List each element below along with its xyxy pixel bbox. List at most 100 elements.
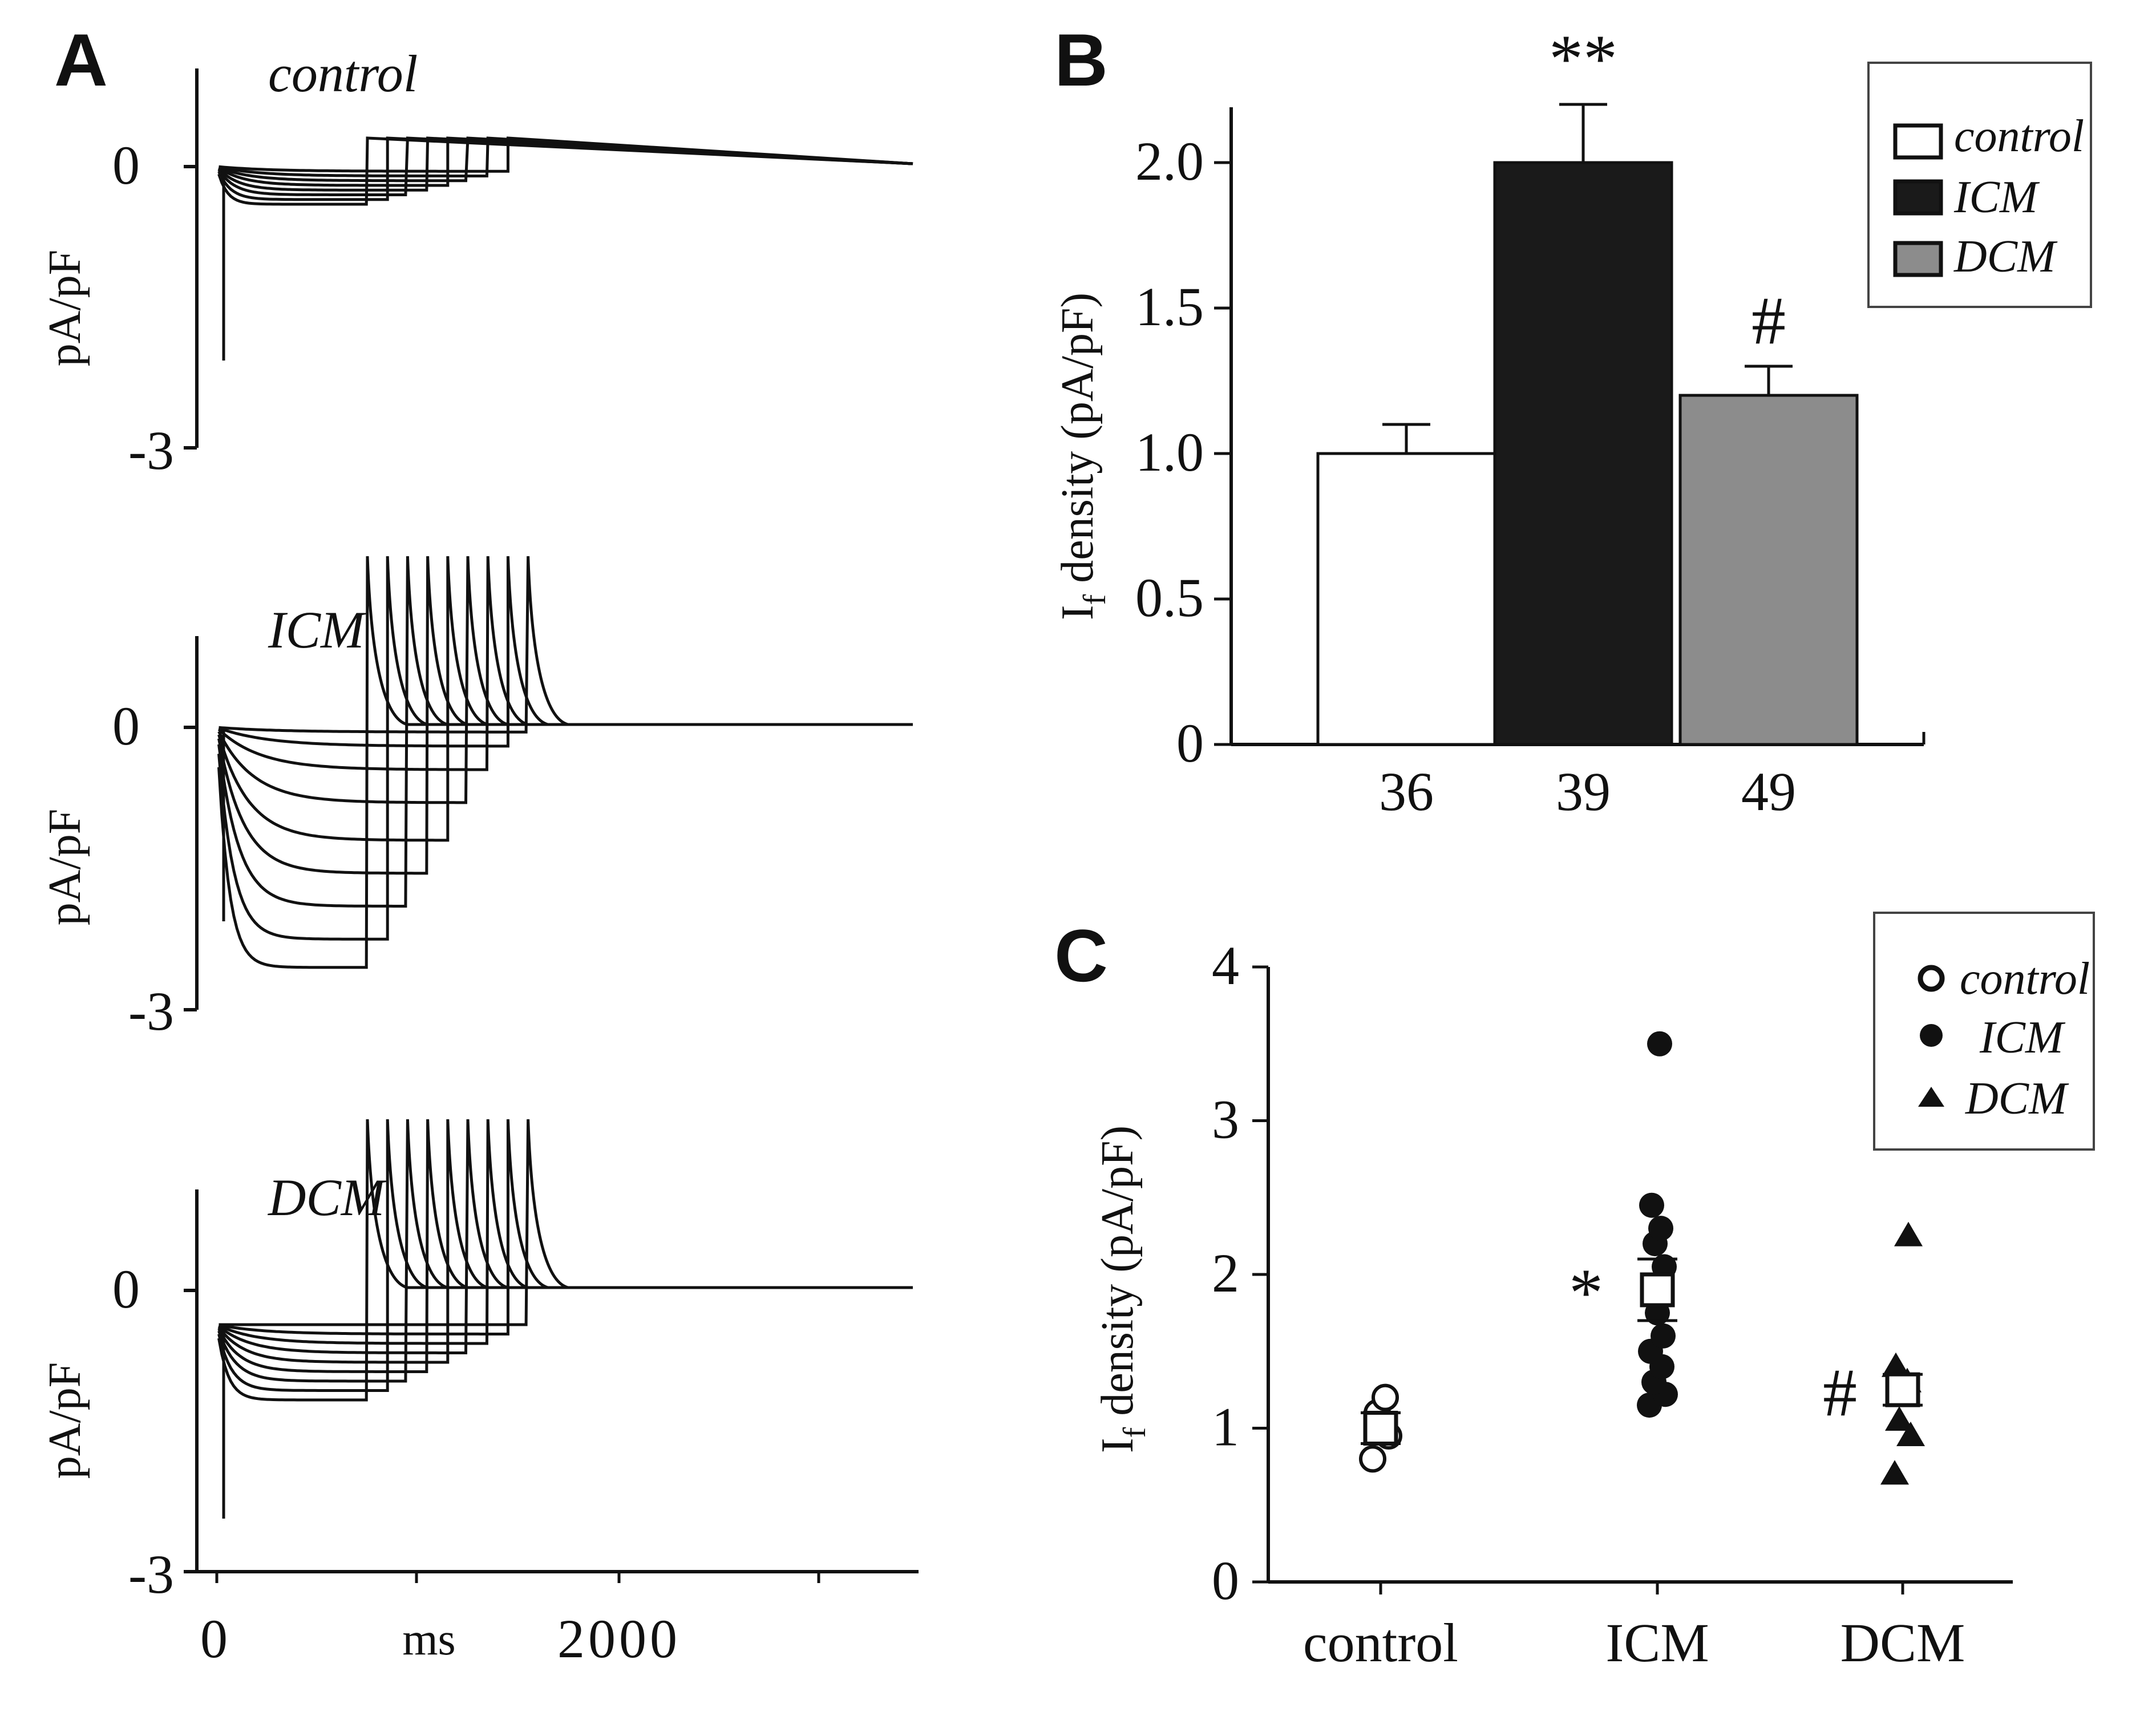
y-tick-label: 1.0 bbox=[1135, 422, 1204, 483]
y-axis-label-prefix: I bbox=[1053, 605, 1103, 620]
x-tick-label-dcm: DCM bbox=[1841, 1612, 1965, 1673]
y-axis-label-sub: f bbox=[1117, 1427, 1152, 1438]
y-axis-label-rest: density (pA/pF) bbox=[1093, 1126, 1143, 1427]
current-trace bbox=[219, 1119, 913, 1335]
legend-marker-control bbox=[1918, 965, 1945, 992]
legend-swatch-control bbox=[1893, 123, 1943, 160]
y-axis-label: pA/pF bbox=[40, 250, 90, 367]
current-trace bbox=[217, 556, 913, 908]
current-traces bbox=[217, 1119, 913, 1519]
x-tick-label-dcm: 49 bbox=[1741, 761, 1796, 822]
x-ticks: control ICM DCM bbox=[1303, 1582, 1965, 1673]
legend: control ICM DCM bbox=[1873, 912, 2095, 1151]
legend-label-control: control bbox=[1960, 954, 2090, 1004]
trace-panel-icm: 0 -3 pA/pF ICM bbox=[40, 556, 913, 1042]
y-tick-label-0: 0 bbox=[112, 695, 140, 756]
current-trace bbox=[217, 556, 913, 804]
point-icm bbox=[1639, 1192, 1664, 1218]
y-tick-label: 0 bbox=[1212, 1550, 1239, 1611]
panel-b-label: B bbox=[1054, 18, 1108, 102]
trace-title-icm: ICM bbox=[268, 601, 367, 659]
mean-marker-dcm bbox=[1885, 1372, 1920, 1407]
y-tick-label-neg3: -3 bbox=[128, 1544, 174, 1605]
x-unit-label: ms bbox=[402, 1614, 455, 1665]
x-tick-label-2000: 2000 bbox=[557, 1608, 681, 1669]
bars: 36 39 ** 49 # bbox=[1316, 21, 1859, 822]
trace-title-control: control bbox=[268, 44, 418, 103]
y-tick-label-neg3: -3 bbox=[128, 981, 174, 1042]
x-tick-label-icm: 39 bbox=[1556, 761, 1611, 822]
point-control bbox=[1359, 1445, 1386, 1473]
current-trace bbox=[217, 136, 913, 206]
mean-marker-icm bbox=[1640, 1272, 1675, 1308]
bar-control bbox=[1316, 452, 1496, 746]
point-icm bbox=[1648, 1216, 1673, 1241]
current-trace bbox=[217, 556, 913, 969]
current-trace bbox=[217, 1119, 913, 1354]
current-trace bbox=[218, 136, 913, 187]
panel-a-label: A bbox=[54, 18, 108, 102]
current-trace bbox=[217, 556, 913, 875]
y-axis-label: If density (pA/pF) bbox=[1093, 1126, 1152, 1453]
x-tick-label-control: 36 bbox=[1379, 761, 1434, 822]
point-dcm bbox=[1896, 1421, 1925, 1446]
y-tick-label-0: 0 bbox=[112, 1258, 140, 1320]
y-axis-label-prefix: I bbox=[1093, 1438, 1143, 1453]
y-tick-label: 0 bbox=[1176, 713, 1204, 774]
y-tick-label: 2 bbox=[1212, 1242, 1239, 1304]
significance-mark-dcm: # bbox=[1823, 1354, 1857, 1430]
y-axis-label-rest: density (pA/pF) bbox=[1053, 293, 1103, 594]
y-tick-label: 1.5 bbox=[1135, 276, 1204, 337]
legend: control ICM DCM bbox=[1867, 62, 2092, 308]
x-tick-label-control: control bbox=[1303, 1612, 1458, 1673]
current-trace bbox=[218, 556, 913, 748]
point-dcm bbox=[1882, 1352, 1910, 1377]
legend-label-icm: ICM bbox=[1953, 172, 2040, 222]
point-dcm bbox=[1880, 1460, 1909, 1485]
legend-box bbox=[1873, 912, 2095, 1151]
panel-c-label: C bbox=[1054, 914, 1108, 997]
legend-swatch-icm bbox=[1893, 179, 1943, 216]
point-icm bbox=[1647, 1031, 1672, 1057]
trace-panel-dcm: 0 -3 pA/pF DCM bbox=[40, 1119, 913, 1605]
current-trace bbox=[217, 1119, 913, 1373]
y-axis-label-sub: f bbox=[1077, 594, 1113, 605]
panel-b: B 0 0.5 1.0 1.5 2.0 36 39 ** 49 # If density (pA… bbox=[1053, 18, 2092, 822]
trace-panel-control: 0 -3 pA/pF control bbox=[40, 44, 913, 481]
y-tick-label: 1 bbox=[1212, 1397, 1239, 1458]
x-tick-label-icm: ICM bbox=[1605, 1612, 1709, 1673]
current-trace bbox=[217, 136, 913, 196]
y-axis-label: pA/pF bbox=[40, 1362, 90, 1479]
current-trace bbox=[218, 136, 913, 183]
legend-marker-dcm bbox=[1918, 1087, 1944, 1107]
significance-mark-icm: * bbox=[1569, 1254, 1603, 1330]
significance-mark-dcm: # bbox=[1752, 282, 1786, 358]
legend-label-icm: ICM bbox=[1979, 1013, 2066, 1063]
y-tick-label-0: 0 bbox=[112, 135, 140, 196]
data-points: *# bbox=[1359, 1031, 1925, 1485]
mean-marker-control bbox=[1363, 1411, 1398, 1446]
current-trace bbox=[217, 1119, 913, 1392]
y-tick-label: 3 bbox=[1212, 1089, 1239, 1150]
y-axis-label: If density (pA/pF) bbox=[1053, 293, 1113, 620]
bar-icm bbox=[1493, 161, 1673, 746]
y-tick-label-neg3: -3 bbox=[128, 420, 174, 481]
y-tick-label: 4 bbox=[1212, 935, 1239, 996]
legend-label-control: control bbox=[1954, 111, 2084, 161]
current-traces bbox=[217, 136, 913, 361]
current-trace bbox=[217, 1119, 913, 1402]
y-ticks: 0 1 2 3 4 bbox=[1212, 935, 1268, 1611]
current-trace bbox=[217, 136, 913, 201]
legend-label-dcm: DCM bbox=[1965, 1074, 2069, 1124]
legend-swatch-dcm bbox=[1893, 241, 1943, 277]
current-trace bbox=[217, 556, 913, 941]
y-tick-label: 0.5 bbox=[1135, 567, 1204, 628]
y-tick-label: 2.0 bbox=[1135, 131, 1204, 192]
current-traces bbox=[217, 556, 913, 969]
bar-dcm bbox=[1678, 394, 1859, 746]
point-dcm bbox=[1885, 1406, 1914, 1431]
point-icm bbox=[1651, 1323, 1676, 1349]
